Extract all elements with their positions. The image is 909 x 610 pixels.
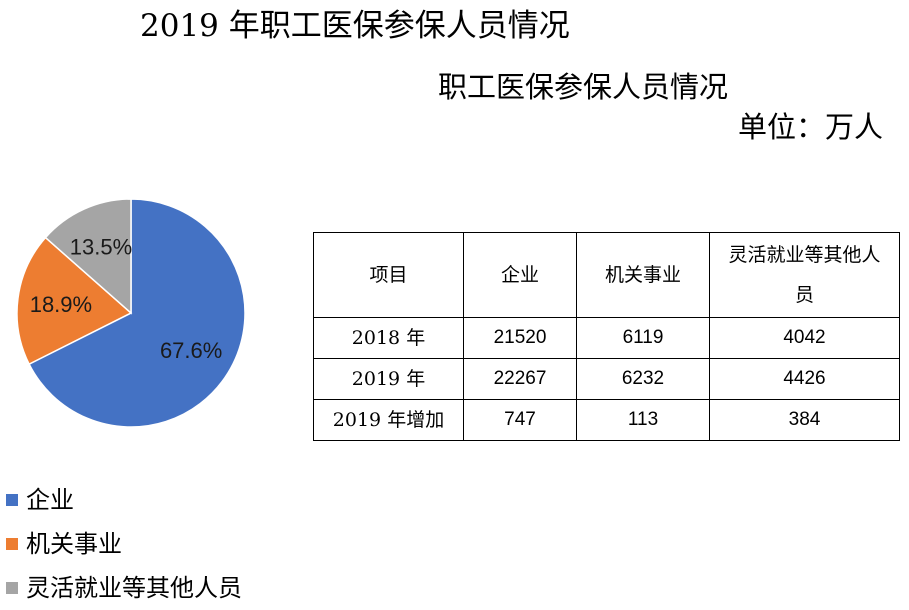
table-cell: 4042: [709, 317, 900, 359]
table-cell: 6119: [576, 317, 710, 359]
table-header-row: 项目 企业 机关事业 灵活就业等其他人员: [313, 232, 900, 318]
legend-item-institution: 机关事业: [6, 522, 242, 566]
slice-label-flexible: 13.5%: [70, 235, 132, 260]
pie-slice-flexible: [44, 198, 132, 315]
legend-label: 机关事业: [26, 530, 122, 558]
table-row: 2019 年增加 747 113 384: [313, 399, 900, 441]
table-header-cell: 企业: [463, 232, 577, 318]
slice-label-enterprise: 67.6%: [160, 338, 222, 363]
table-cell: 384: [709, 399, 900, 441]
table-row: 2019 年 22267 6232 4426: [313, 358, 900, 400]
table-cell: 747: [463, 399, 577, 441]
table-header-cell: 机关事业: [576, 232, 710, 318]
pie-slice-institution: [16, 236, 133, 366]
page-title: 2019 年职工医保参保人员情况: [140, 8, 570, 44]
legend-item-flexible: 灵活就业等其他人员: [6, 566, 242, 610]
table-cell: 4426: [709, 358, 900, 400]
data-table: 项目 企业 机关事业 灵活就业等其他人员 2018 年 21520 6119 4…: [313, 232, 900, 441]
pie-chart: 67.6% 18.9% 13.5%: [16, 198, 246, 428]
table-header-text: 灵活就业等其他人员: [728, 244, 881, 306]
table-cell: 2019 年增加: [313, 399, 464, 441]
table-cell: 2019 年: [313, 358, 464, 400]
table-cell: 6232: [576, 358, 710, 400]
table-row: 2018 年 21520 6119 4042: [313, 317, 900, 359]
legend-swatch-institution: [6, 538, 18, 550]
chart-subtitle: 职工医保参保人员情况: [438, 70, 729, 104]
legend-swatch-enterprise: [6, 494, 18, 506]
legend-label: 灵活就业等其他人员: [26, 574, 242, 602]
unit-label: 单位：万人: [737, 110, 883, 144]
table-cell: 113: [576, 399, 710, 441]
legend-item-enterprise: 企业: [6, 478, 242, 522]
legend-swatch-flexible: [6, 582, 18, 594]
slice-label-institution: 18.9%: [30, 292, 92, 317]
table-header-cell: 灵活就业等其他人员: [709, 232, 900, 318]
legend-label: 企业: [26, 486, 74, 514]
table-cell: 22267: [463, 358, 577, 400]
pie-slice-enterprise: [28, 198, 246, 428]
table-header-cell: 项目: [313, 232, 464, 318]
chart-legend: 企业 机关事业 灵活就业等其他人员: [6, 478, 242, 610]
table-cell: 2018 年: [313, 317, 464, 359]
table-cell: 21520: [463, 317, 577, 359]
